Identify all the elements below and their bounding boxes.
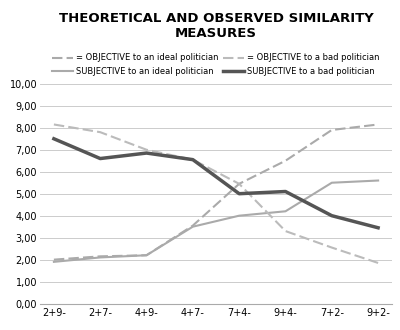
Legend: = OBJECTIVE to an ideal politician, SUBJECTIVE to an ideal politician, = OBJECTI: = OBJECTIVE to an ideal politician, SUBJ… [52,53,380,76]
Text: THEORETICAL AND OBSERVED SIMILARITY
MEASURES: THEORETICAL AND OBSERVED SIMILARITY MEAS… [59,12,373,40]
